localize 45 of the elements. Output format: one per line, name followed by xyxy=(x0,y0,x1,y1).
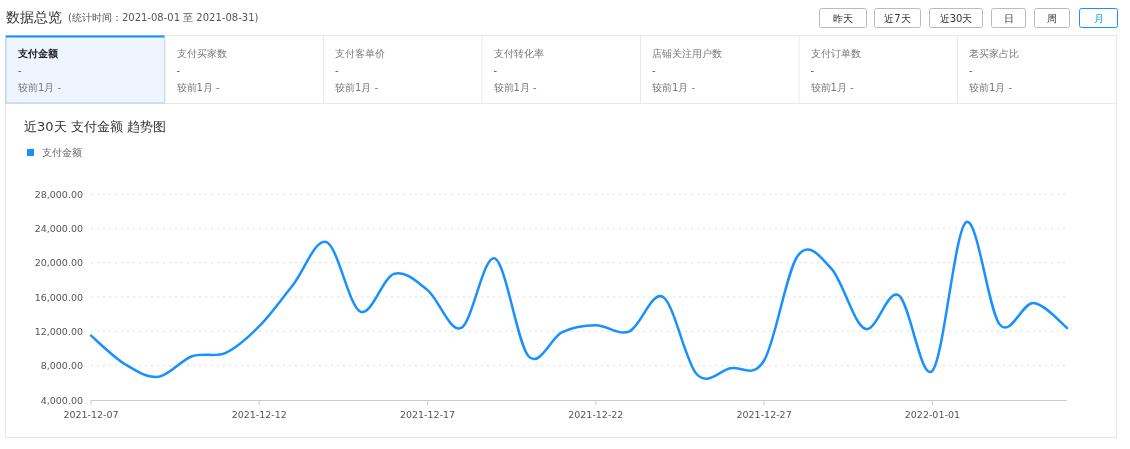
category-label: 支付金额 xyxy=(17,48,59,59)
legend-label: 支付金额 xyxy=(42,147,82,158)
category-label: 支付买家数 xyxy=(176,48,227,59)
x-tick-label: 2021-12-17 xyxy=(399,409,456,420)
x-tick-label: 2021-12-27 xyxy=(736,409,792,420)
x-tick-label: 2021-12-12 xyxy=(231,409,287,420)
text: 较前1月 - xyxy=(18,82,62,93)
y-tick-label: 4,000.00 xyxy=(40,394,83,406)
chart-title: 近30天 支付金额 趋势图 xyxy=(24,119,166,134)
text: - xyxy=(176,65,181,76)
text: 近30天 xyxy=(939,13,973,24)
line-series xyxy=(89,221,1069,380)
text: 较前1月 - xyxy=(176,82,221,93)
text: 数据总览 xyxy=(6,9,62,25)
category-label: 支付客单价 xyxy=(335,48,385,59)
x-tick-label: 2021-12-07 xyxy=(63,409,119,420)
text: - xyxy=(652,65,656,76)
y-tick-label: 28,000.00 xyxy=(34,188,83,200)
text: 近7天 xyxy=(884,13,911,24)
category-label: 支付订单数 xyxy=(810,48,861,59)
text: - xyxy=(493,65,498,76)
x-tick-label: 2021-12-22 xyxy=(568,409,624,420)
text: (统计时间：2021-08-01 至 2021-08-31) xyxy=(68,12,259,23)
text: 月 xyxy=(1093,13,1104,24)
text: 日 xyxy=(1003,13,1014,24)
text: 较前1月 - xyxy=(652,82,696,93)
category-label: 店铺关注用户数 xyxy=(652,48,722,59)
text: 较前1月 - xyxy=(493,82,538,93)
category-label: 支付转化率 xyxy=(493,48,544,59)
text: 较前1月 - xyxy=(810,82,855,93)
y-tick-label: 12,000.00 xyxy=(34,325,83,337)
y-tick-label: 8,000.00 xyxy=(40,360,83,372)
text: 较前1月 - xyxy=(969,82,1013,93)
category-label: 老买家占比 xyxy=(969,48,1019,59)
text: 周 xyxy=(1047,13,1057,24)
text: - xyxy=(18,65,22,76)
text: 昨天 xyxy=(833,13,853,24)
y-tick-label: 24,000.00 xyxy=(34,222,83,234)
text: 较前1月 - xyxy=(335,82,379,93)
text: - xyxy=(810,65,815,76)
x-tick-label: 2022-01-01 xyxy=(904,409,960,420)
y-tick-label: 16,000.00 xyxy=(34,291,83,303)
text: - xyxy=(335,65,339,76)
text: - xyxy=(969,65,973,76)
y-tick-label: 20,000.00 xyxy=(34,257,83,269)
